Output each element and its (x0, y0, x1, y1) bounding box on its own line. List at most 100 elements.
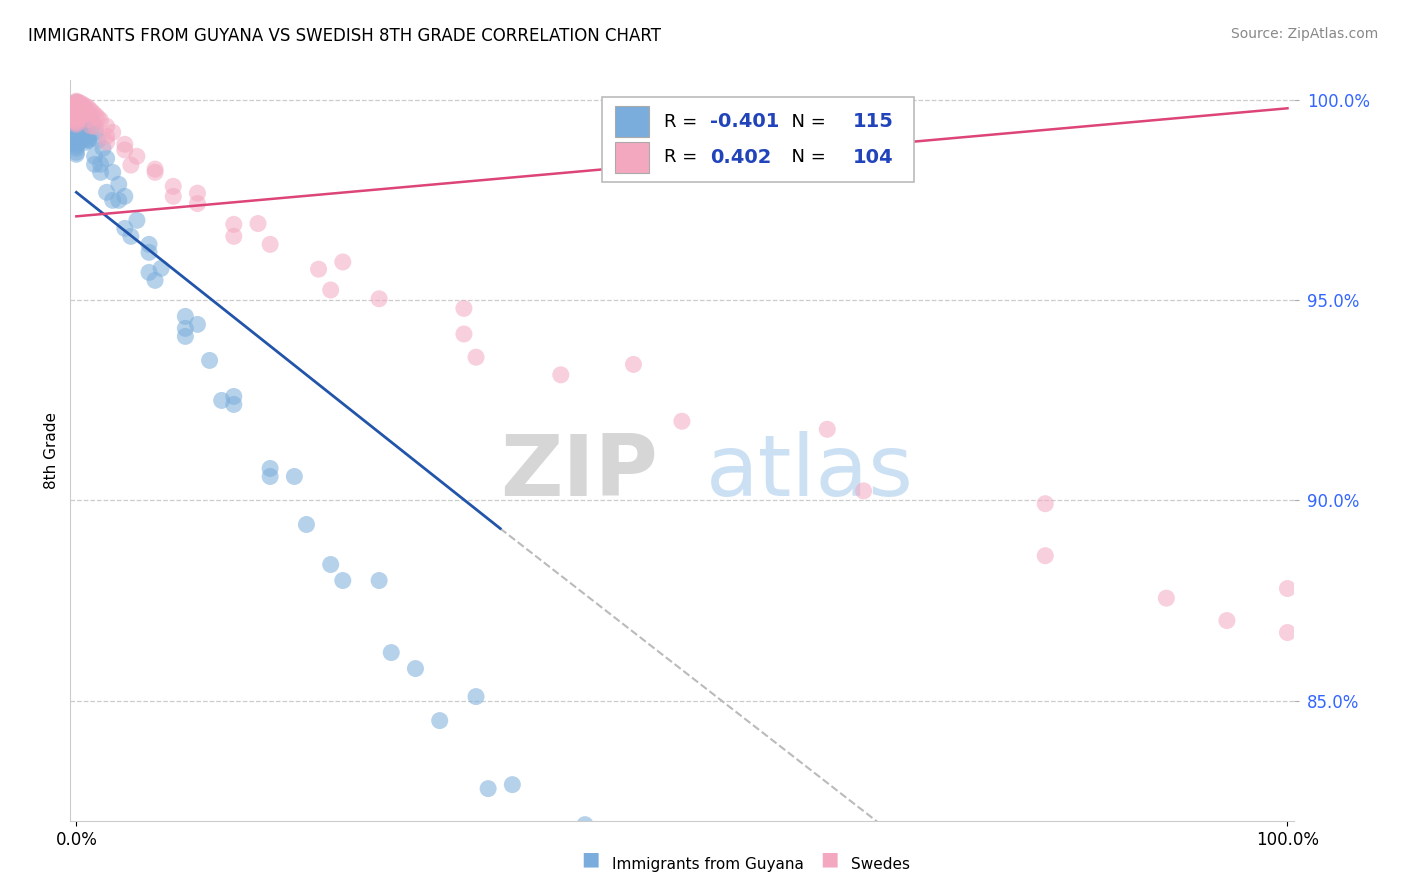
Point (77, 101, 100, 115)
Point (465, 350, 488, 364)
Point (107, 178, 129, 192)
Point (65, 112, 87, 127)
Point (65, 111, 87, 125)
Point (65, 133, 87, 147)
Point (77, 112, 100, 127)
Point (65, 115, 87, 129)
Point (332, 574, 354, 588)
Point (222, 229, 245, 244)
Point (222, 218, 245, 232)
Point (125, 149, 148, 163)
Point (174, 329, 197, 343)
Point (96, 129, 118, 144)
Point (67, 103, 90, 118)
Point (90, 113, 112, 128)
Point (65, 117, 87, 131)
Point (815, 422, 838, 436)
Point (143, 273, 166, 287)
Point (65, 96, 87, 111)
Point (67, 121, 90, 136)
Point (211, 393, 233, 408)
Point (125, 213, 148, 227)
Point (1277, 625, 1299, 640)
Point (65, 110, 87, 124)
Point (72, 98, 94, 112)
Point (65, 97, 87, 112)
Point (114, 221, 136, 235)
Point (65, 112, 87, 126)
Point (477, 781, 499, 796)
Point (65, 107, 87, 121)
Point (72, 108, 94, 122)
Point (65, 125, 87, 139)
Point (404, 662, 426, 676)
Point (319, 283, 342, 297)
Text: 115: 115 (853, 112, 894, 131)
Point (120, 229, 142, 244)
Point (67, 103, 90, 117)
Point (65, 95, 87, 110)
Point (65, 97, 87, 112)
Point (222, 397, 245, 411)
Point (72, 115, 94, 129)
Point (65, 103, 87, 117)
Point (67, 101, 90, 115)
Text: 0.402: 0.402 (710, 148, 772, 167)
Point (67, 109, 90, 123)
Text: ZIP: ZIP (499, 431, 658, 514)
Point (84, 108, 107, 122)
Text: IMMIGRANTS FROM GUYANA VS SWEDISH 8TH GRADE CORRELATION CHART: IMMIGRANTS FROM GUYANA VS SWEDISH 8TH GR… (28, 27, 661, 45)
Point (65, 136, 87, 150)
Point (83, 149, 105, 163)
Bar (614, 142, 650, 173)
Point (65, 141, 87, 155)
Point (67, 103, 90, 118)
Point (101, 194, 124, 208)
Point (65, 120, 87, 134)
Point (1277, 582, 1299, 596)
Point (120, 158, 142, 172)
Point (65, 115, 87, 129)
Point (67, 109, 90, 123)
Point (77, 131, 100, 145)
Point (526, 846, 548, 860)
Point (65, 104, 87, 119)
Point (77, 120, 100, 134)
Point (67, 136, 90, 150)
Point (67, 128, 90, 142)
Point (65, 106, 87, 120)
Point (75, 115, 97, 129)
Text: R =: R = (664, 112, 703, 131)
Point (65, 123, 87, 137)
Point (65, 101, 87, 115)
Point (65, 99, 87, 113)
Point (72, 120, 94, 134)
Point (83, 157, 105, 171)
Point (308, 262, 330, 277)
Point (72, 107, 94, 121)
Text: Immigrants from Guyana: Immigrants from Guyana (612, 857, 803, 872)
Point (90, 157, 112, 171)
Point (65, 117, 87, 131)
Point (72, 103, 94, 118)
Point (107, 194, 129, 208)
Text: ■: ■ (820, 850, 839, 869)
Point (852, 483, 875, 498)
Point (80, 119, 103, 133)
Point (90, 165, 112, 179)
Point (96, 186, 118, 200)
Point (65, 103, 87, 118)
Point (70, 99, 93, 113)
Point (96, 136, 118, 150)
Point (65, 108, 87, 122)
Point (67, 95, 90, 110)
Point (72, 121, 94, 136)
Point (65, 129, 87, 144)
Point (162, 189, 184, 203)
Point (72, 112, 94, 126)
Point (65, 101, 87, 115)
Point (77, 133, 100, 147)
Point (67, 106, 90, 120)
Point (75, 106, 97, 120)
Point (138, 245, 160, 260)
